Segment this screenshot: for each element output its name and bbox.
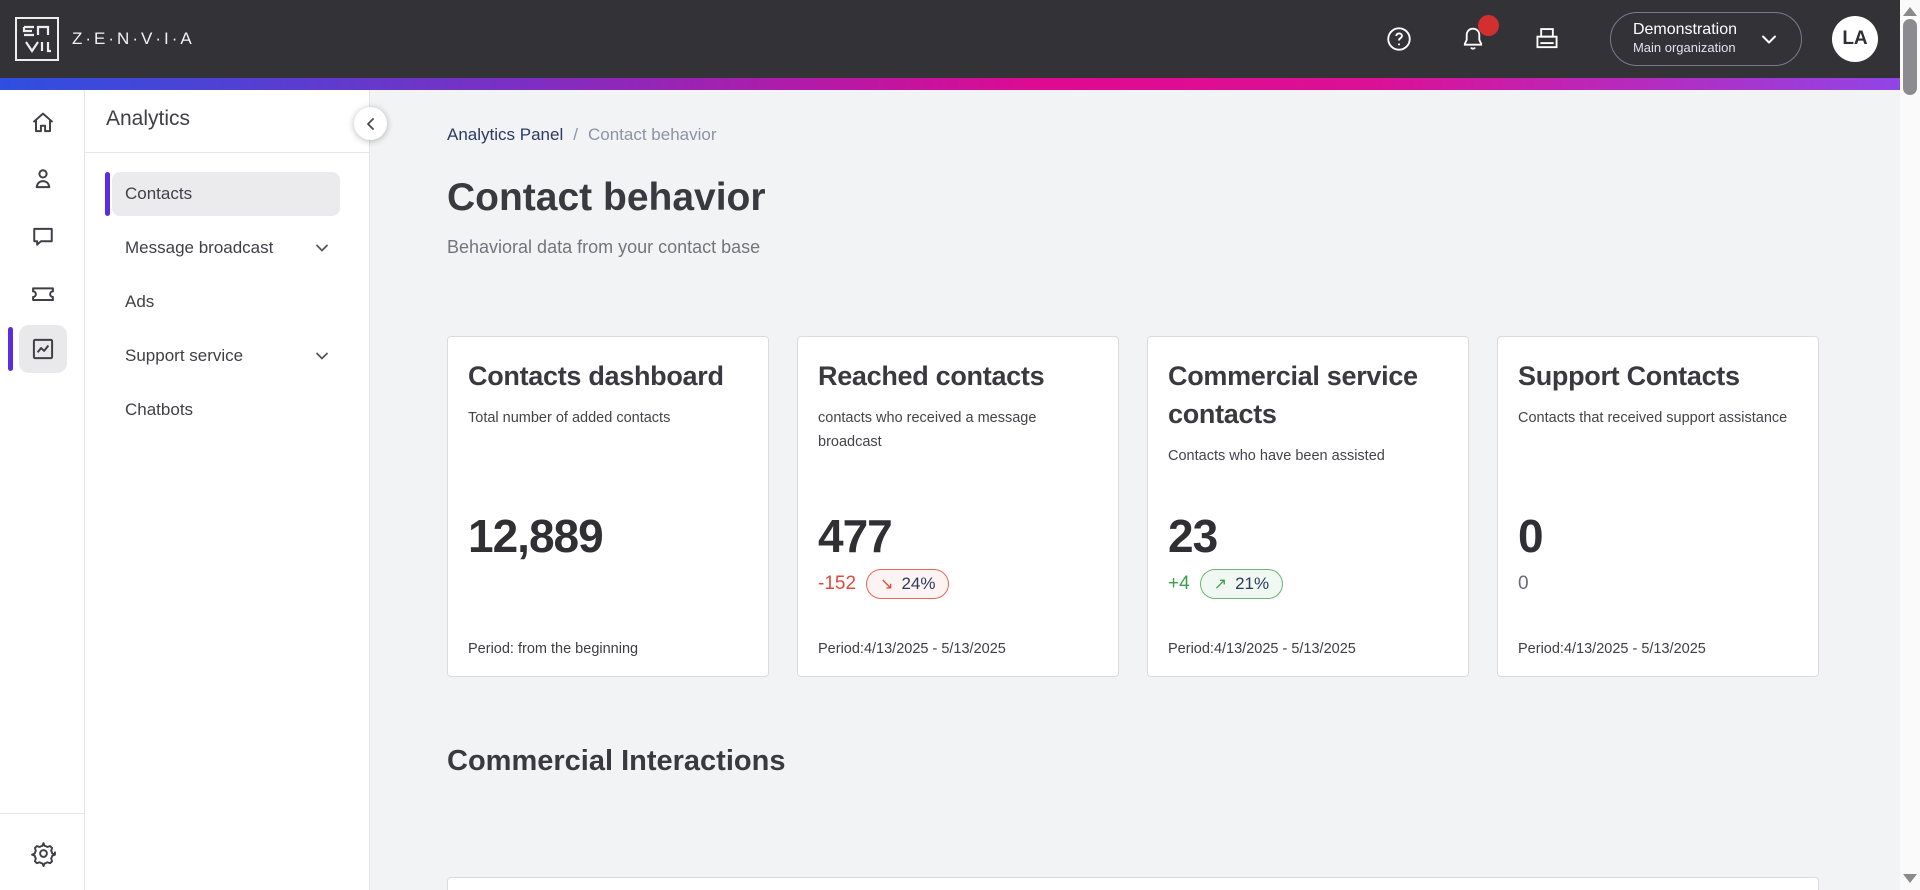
card-title: Reached contacts	[818, 361, 1045, 391]
card-period: Period:4/13/2025 - 5/13/2025	[1168, 641, 1356, 657]
avatar[interactable]: LA	[1832, 16, 1878, 62]
trend-percentage: 24%	[901, 574, 936, 593]
scroll-down-arrow[interactable]	[1903, 874, 1917, 883]
gear-icon	[30, 841, 56, 867]
nav-item-label: Support service	[125, 346, 244, 365]
panel-title: Analytics	[106, 107, 191, 130]
breadcrumb-separator: /	[573, 125, 578, 144]
nav-item-label: Contacts	[125, 184, 193, 203]
organization-texts: Demonstration Main organization	[1633, 20, 1737, 56]
chevron-down-icon	[316, 352, 328, 360]
card-period: Period: from the beginning	[468, 641, 639, 657]
organization-name: Demonstration	[1632, 21, 1737, 39]
nav-item-support-service[interactable]: Support service	[112, 334, 340, 378]
trend-badge: ↗ 21%	[1199, 569, 1284, 599]
breadcrumb-parent[interactable]: Analytics Panel	[447, 125, 564, 144]
card-delta-row: -152 ↘ 24%	[818, 567, 950, 601]
trend-down-icon: ↘	[880, 576, 894, 593]
stat-card-support-contacts: Support Contacts Contacts that received …	[1497, 336, 1819, 677]
chat-icon	[33, 227, 53, 246]
stat-card-contacts-dashboard: Contacts dashboard Total number of added…	[447, 336, 769, 677]
sidebar-item-contacts[interactable]	[21, 157, 65, 201]
breadcrumb-current: Contact behavior	[587, 125, 717, 144]
person-icon	[35, 169, 51, 189]
printer-icon	[1536, 28, 1558, 49]
scrollbar	[1900, 0, 1920, 890]
analytics-chart-icon	[32, 338, 54, 360]
delta-value: 0	[1518, 573, 1529, 594]
delta-value: -152	[818, 573, 857, 594]
card-value: 0	[1518, 510, 1544, 562]
zenvia-logo-icon	[15, 17, 59, 61]
page-title: Contact behavior	[447, 176, 766, 219]
card-title: Support Contacts	[1518, 361, 1740, 391]
section-title-commercial-interactions: Commercial Interactions	[447, 745, 786, 777]
page-subtitle: Behavioral data from your contact base	[447, 237, 761, 257]
nav-item-label: Ads	[125, 292, 155, 311]
trend-up-icon: ↗	[1213, 576, 1228, 593]
panel-nav-list: Contacts Message broadcast Ads Support s…	[105, 172, 340, 442]
brand-name: Z·E·N·V·I·A	[72, 29, 195, 48]
top-bar-actions: Demonstration Main organization LA	[1342, 12, 1878, 66]
nav-item-contacts[interactable]: Contacts	[105, 172, 340, 216]
help-icon	[1387, 27, 1411, 51]
card-delta-row: 0	[1518, 567, 1529, 601]
chevron-left-icon	[366, 117, 374, 130]
scroll-up-arrow[interactable]	[1903, 7, 1917, 16]
bell-icon	[1463, 27, 1483, 50]
scrollbar-thumb[interactable]	[1903, 19, 1917, 95]
notification-dot	[1477, 15, 1499, 36]
notifications-button[interactable]	[1456, 15, 1499, 56]
panel-divider	[85, 152, 369, 153]
brand-gradient-bar	[0, 78, 1900, 90]
stat-card-commercial-service-contacts: Commercial service contacts Contacts who…	[1147, 336, 1469, 677]
analytics-panel: Analytics Contacts Message broadcast Ads…	[85, 90, 370, 890]
top-bar: Z·E·N·V·I·A	[0, 0, 1900, 78]
stat-card-reached-contacts: Reached contacts contacts who received a…	[797, 336, 1119, 677]
card-value: 23	[1168, 510, 1218, 562]
card-description: Contacts that received support assistanc…	[1518, 409, 1788, 426]
card-description: contacts who received a message broadcas…	[818, 409, 1037, 451]
nav-item-label: Chatbots	[125, 400, 194, 419]
trend-percentage: 21%	[1235, 574, 1270, 593]
collapse-panel-button[interactable]	[354, 107, 387, 140]
sidebar-item-conversations[interactable]	[21, 215, 65, 259]
sidebar-item-campaigns[interactable]	[21, 271, 65, 315]
card-period: Period:4/13/2025 - 5/13/2025	[818, 641, 1006, 657]
card-description: Contacts who have been assisted	[1168, 447, 1385, 464]
organization-subtitle: Main organization	[1632, 40, 1736, 56]
card-value: 477	[818, 510, 893, 562]
nav-item-ads[interactable]: Ads	[112, 280, 340, 324]
card-value: 12,889	[468, 510, 604, 562]
card-title: Commercial service contacts	[1168, 361, 1418, 429]
chevron-down-icon	[1762, 35, 1776, 43]
ticket-icon	[32, 287, 54, 301]
trend-badge: ↘ 24%	[866, 569, 950, 599]
breadcrumb: Analytics Panel / Contact behavior	[447, 125, 717, 145]
icon-rail	[0, 90, 85, 890]
card-period: Period:4/13/2025 - 5/13/2025	[1518, 641, 1706, 657]
brand: Z·E·N·V·I·A	[14, 16, 195, 62]
sidebar-item-settings[interactable]	[21, 831, 65, 875]
card-description: Total number of added contacts	[468, 409, 671, 426]
commercial-interactions-card	[447, 877, 1819, 890]
organization-switcher[interactable]: Demonstration Main organization	[1609, 12, 1802, 66]
nav-item-label: Message broadcast	[125, 238, 274, 257]
print-button[interactable]	[1530, 22, 1564, 56]
nav-item-message-broadcast[interactable]: Message broadcast	[112, 226, 340, 270]
sidebar-item-home[interactable]	[21, 101, 65, 145]
delta-value: +4	[1168, 573, 1190, 594]
sidebar-item-analytics[interactable]	[8, 325, 67, 373]
help-button[interactable]	[1382, 22, 1416, 56]
chevron-down-icon	[316, 244, 328, 252]
rail-divider	[0, 813, 85, 814]
home-icon	[32, 112, 54, 133]
stat-cards-row: Contacts dashboard Total number of added…	[447, 336, 1819, 677]
card-title: Contacts dashboard	[468, 361, 724, 391]
card-delta-row: +4 ↗ 21%	[1168, 567, 1284, 601]
nav-item-chatbots[interactable]: Chatbots	[112, 388, 340, 432]
